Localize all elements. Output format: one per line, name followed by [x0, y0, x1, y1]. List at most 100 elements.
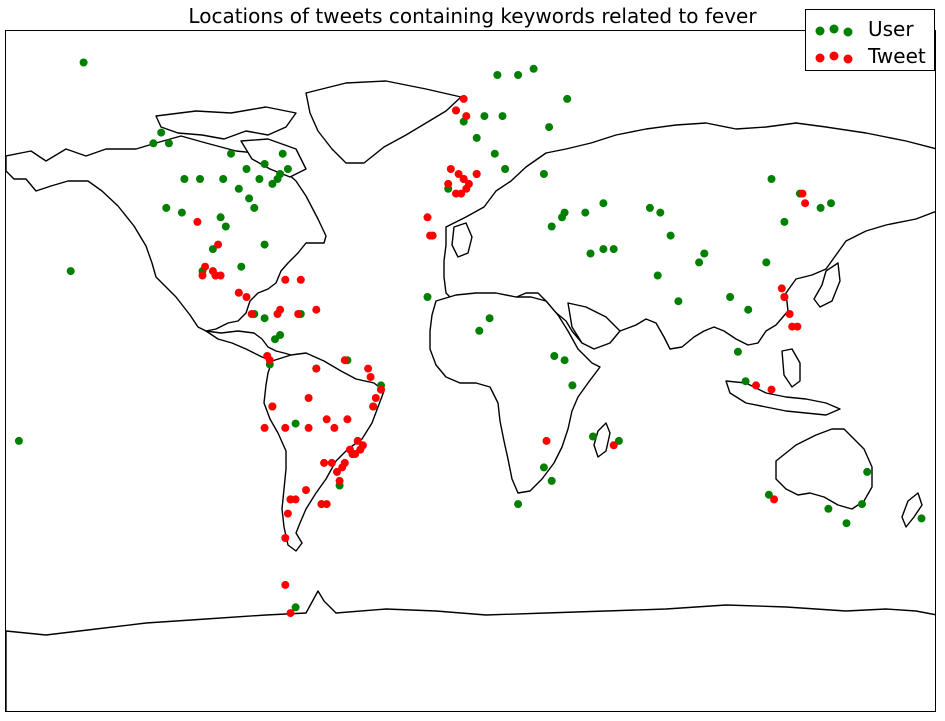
tweet-point-12	[452, 106, 460, 115]
user-point-76	[767, 175, 776, 183]
legend-label-tweet: Tweet	[868, 44, 926, 68]
tweet-point-77	[609, 441, 618, 450]
user-point-74	[741, 377, 750, 386]
user-point-51	[514, 71, 523, 79]
user-point-47	[490, 149, 499, 158]
tweet-point-69	[777, 284, 786, 293]
user-point-75	[744, 305, 753, 314]
user-point-1	[66, 267, 75, 276]
user-point-16	[268, 179, 277, 188]
user-point-71	[700, 249, 709, 258]
tweet-point-19	[216, 271, 225, 280]
user-point-10	[242, 165, 251, 173]
user-point-85	[863, 467, 872, 476]
user-point-22	[237, 262, 246, 271]
tweet-point-56	[351, 450, 360, 458]
user-point-83	[858, 500, 866, 509]
user-point-98	[589, 432, 597, 441]
tweet-point-63	[286, 609, 295, 618]
user-point-95	[539, 463, 548, 472]
tweet-point-73	[798, 189, 807, 198]
tweet-point-36	[302, 486, 310, 495]
tweet-point-11	[444, 179, 453, 188]
user-point-11	[250, 203, 259, 212]
japan-coastline	[813, 262, 841, 308]
user-point-78	[762, 258, 771, 267]
user-point-21	[208, 245, 217, 254]
tweet-point-65	[260, 423, 269, 432]
tweet-point-79	[281, 275, 290, 284]
tweet-point-6	[454, 170, 463, 178]
user-point-60	[586, 249, 595, 258]
tweet-point-33	[320, 458, 329, 467]
legend-label-user: User	[868, 17, 914, 41]
tweet-point-57	[358, 441, 367, 450]
user-point-65	[645, 203, 654, 212]
user-point-86	[764, 490, 773, 499]
user-point-64	[599, 199, 608, 208]
tweet-point-48	[369, 402, 378, 411]
tweet-point-17	[201, 262, 210, 271]
tweet-point-74	[801, 199, 810, 208]
user-point-3	[149, 139, 158, 148]
africa-coastline	[429, 292, 601, 494]
tweet-point-80	[312, 305, 321, 314]
tweet-point-2	[457, 189, 466, 198]
user-point-25	[260, 314, 269, 323]
tweet-point-76	[542, 436, 551, 445]
user-point-88	[917, 514, 926, 523]
user-point-56	[539, 170, 548, 178]
north-america-coastline	[6, 135, 327, 332]
user-point-104	[278, 149, 287, 158]
tweet-point-35	[322, 500, 331, 509]
tweet-point-39	[283, 509, 292, 518]
user-point-0	[79, 58, 88, 67]
user-point-2	[157, 128, 166, 137]
user-point-70	[695, 258, 704, 267]
tweet-point-50	[364, 364, 373, 373]
user-point-100	[14, 436, 23, 445]
user-point-99	[614, 436, 623, 445]
user-point-58	[547, 222, 556, 231]
user-point-30	[291, 419, 300, 428]
tweet-point-10	[423, 213, 432, 222]
user-point-14	[276, 170, 285, 178]
arabia-coastline	[567, 302, 621, 350]
tweet-point-13	[462, 112, 471, 121]
tweet-point-61	[371, 394, 380, 402]
tweet-point-45	[335, 476, 344, 485]
tweet-point-58	[330, 423, 339, 432]
user-point-45	[498, 112, 507, 121]
user-point-27	[276, 331, 285, 339]
legend: User Tweet	[805, 9, 935, 71]
user-point-44	[472, 133, 481, 142]
user-point-69	[674, 297, 683, 306]
tweet-point-27	[294, 310, 303, 318]
tweet-point-23	[242, 293, 251, 301]
new-zealand-coastline	[901, 492, 923, 528]
user-point-63	[581, 208, 590, 217]
user-point-92	[550, 352, 559, 360]
user-point-90	[423, 293, 432, 301]
user-point-80	[827, 199, 835, 208]
tweet-point-40	[281, 534, 290, 542]
tweet-marker-icon	[815, 51, 853, 64]
tweet-point-38	[286, 495, 295, 504]
user-point-8	[221, 222, 230, 231]
user-point-84	[842, 519, 851, 528]
tweet-point-51	[340, 356, 349, 365]
user-point-7	[216, 213, 225, 222]
tweet-point-72	[767, 385, 776, 394]
arctic-islands-coastline	[155, 106, 297, 140]
user-point-54	[563, 94, 572, 103]
greenland-coastline	[305, 80, 462, 164]
user-point-18	[227, 149, 235, 158]
user-marker-icon	[815, 24, 853, 37]
tweet-point-54	[333, 467, 341, 476]
user-point-62	[609, 245, 618, 254]
tweet-point-62	[304, 394, 313, 402]
tweet-point-47	[343, 415, 352, 424]
user-point-72	[726, 293, 735, 301]
user-point-4	[162, 203, 171, 212]
user-point-91	[485, 314, 494, 323]
